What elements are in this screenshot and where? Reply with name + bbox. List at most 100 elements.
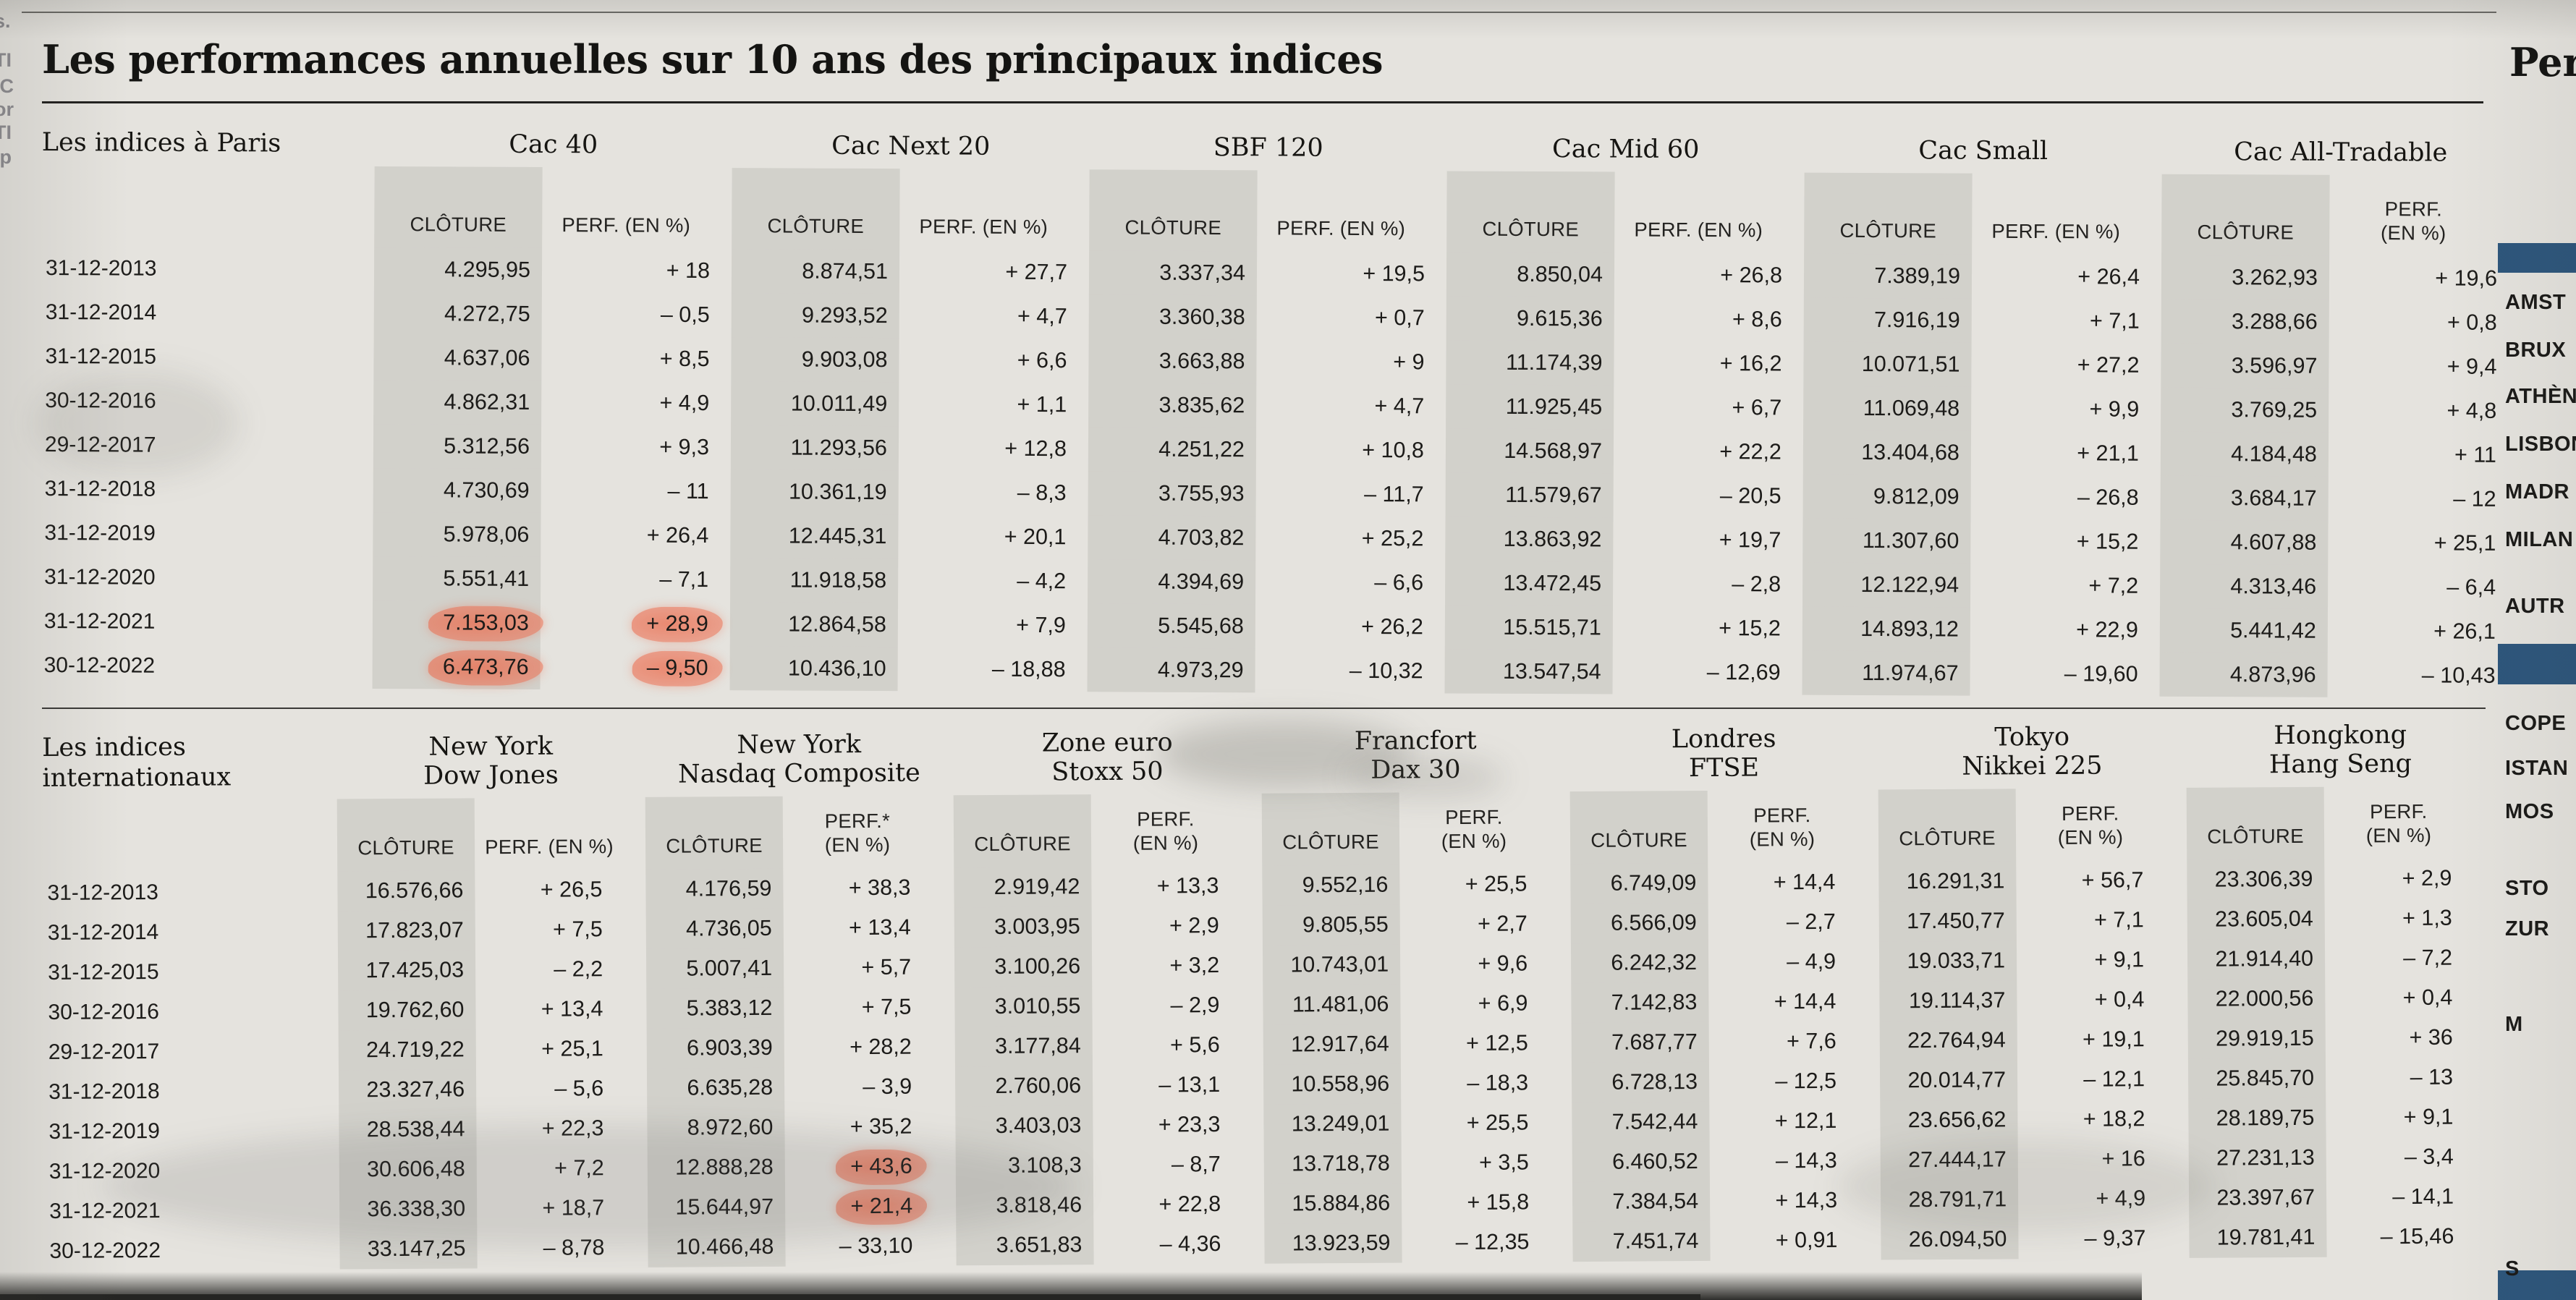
close-value-cell: 3.818,46	[955, 1185, 1094, 1226]
close-value-cell: 23.656,62	[1880, 1100, 2018, 1141]
close-value-cell: 7.384,54	[1572, 1181, 1711, 1223]
perf-value-cell: + 1,3	[2402, 905, 2452, 931]
perf-value-cell: + 14,4	[1774, 988, 1836, 1014]
close-value-cell: 15.884,86	[1263, 1183, 1402, 1224]
perf-column-header: PERF. (EN %)	[562, 213, 691, 237]
perf-value-cell: – 4,36	[1159, 1231, 1221, 1257]
close-value-cell: 4.862,31	[373, 380, 542, 425]
index-group-name: New York Dow Jones	[423, 731, 559, 791]
perf-value-cell: – 13	[2410, 1064, 2454, 1090]
perf-value-cell: + 7,2	[554, 1155, 604, 1181]
perf-value-cell: + 25,2	[1361, 525, 1424, 551]
perf-value-cell: + 27,2	[2077, 352, 2140, 378]
close-value-cell: 13.863,92	[1445, 517, 1614, 562]
perf-value-cell: + 23,3	[1158, 1112, 1221, 1137]
close-value-cell: 4.637,06	[373, 336, 542, 381]
close-value-cell: 6.903,39	[646, 1027, 784, 1069]
perf-value-cell: – 14,3	[1775, 1147, 1837, 1173]
date-cell: 30-12-2016	[48, 999, 160, 1024]
left-edge-fragment: IC	[0, 75, 14, 97]
perf-value-cell: + 26,4	[646, 522, 709, 548]
close-value-cell: 4.607,88	[2160, 519, 2329, 565]
right-rail-item: COPE	[2505, 712, 2567, 735]
perf-value-cell: – 2,9	[1170, 993, 1220, 1018]
close-value-cell: 24.719,22	[338, 1029, 476, 1071]
close-value-cell: 13.718,78	[1263, 1143, 1402, 1184]
date-cell: 31-12-2020	[48, 1158, 161, 1184]
perf-value-cell: + 19,1	[2082, 1027, 2145, 1052]
marker-highlight: 6.473,76	[428, 650, 543, 687]
perf-value-cell: + 26,5	[540, 877, 603, 902]
close-value-cell: 6.566,09	[1570, 902, 1708, 944]
perf-value-cell: + 56,7	[2081, 867, 2144, 893]
perf-value-cell: + 7,6	[1786, 1028, 1836, 1054]
perf-value-cell: + 25,1	[2433, 530, 2496, 556]
perf-value-cell: – 12,5	[1775, 1068, 1837, 1094]
perf-value-cell: – 10,32	[1349, 658, 1423, 684]
close-value-cell: 3.769,25	[2161, 387, 2329, 433]
date-cell: 31-12-2015	[45, 344, 157, 369]
perf-value-cell: + 4,7	[1017, 303, 1067, 329]
close-value-cell: 19.114,37	[1879, 980, 2017, 1021]
close-value-cell: 10.466,48	[648, 1226, 786, 1267]
perf-value-cell: – 4,2	[1017, 568, 1067, 594]
close-value-cell: 9.812,09	[1802, 474, 1971, 519]
right-rail-item: ZUR	[2505, 917, 2550, 940]
close-value-cell: 23.327,46	[338, 1069, 477, 1110]
index-group-name: New York Nasdaq Composite	[677, 730, 920, 789]
close-value-cell: 10.743,01	[1262, 944, 1401, 985]
perf-value-cell: + 9	[1393, 349, 1425, 375]
index-group-name: Cac 40	[509, 129, 598, 160]
perf-value-cell: + 9,4	[2446, 354, 2497, 379]
perf-value-cell: + 7,5	[552, 917, 603, 942]
perf-value-cell: + 20,1	[1004, 524, 1067, 550]
close-value-cell: 13.249,01	[1263, 1103, 1402, 1144]
perf-value-cell: + 22,3	[541, 1116, 604, 1141]
perf-value-cell: – 18,3	[1467, 1070, 1529, 1095]
perf-column-header: PERF. (EN %)	[2380, 197, 2446, 245]
perf-value-cell: + 25,5	[1466, 1110, 1529, 1135]
close-value-cell: 3.177,84	[954, 1026, 1093, 1067]
right-rail-item: AMST	[2505, 291, 2567, 314]
close-value-cell: 4.394,69	[1088, 559, 1256, 605]
close-value-cell: 10.558,96	[1263, 1063, 1402, 1105]
close-value-cell: 27.444,17	[1880, 1139, 2018, 1181]
close-value-cell: 7.142,83	[1571, 982, 1709, 1024]
close-value-cell: 4.703,82	[1088, 515, 1256, 561]
close-value-cell: 11.307,60	[1802, 518, 1971, 564]
right-rail-item: ATHÈN	[2505, 385, 2576, 408]
perf-value-cell: + 2,7	[1477, 911, 1528, 936]
perf-value-cell: – 9,37	[2084, 1225, 2146, 1251]
close-value-cell: 9.552,16	[1262, 864, 1400, 906]
perf-value-cell: – 12,69	[1706, 660, 1781, 685]
right-rail-item: BRUX	[2505, 339, 2567, 362]
date-cell: 31-12-2020	[44, 564, 156, 590]
perf-value-cell: – 33,10	[839, 1233, 913, 1259]
right-rail-item: MOS	[2505, 800, 2554, 823]
perf-value-cell: + 26,2	[1361, 613, 1423, 640]
perf-value-cell: + 0,4	[2094, 987, 2145, 1012]
close-column-header: CLÔTURE	[1446, 171, 1615, 253]
close-value-cell: 11.579,67	[1445, 472, 1614, 518]
close-value-cell: 6.728,13	[1571, 1061, 1710, 1103]
close-value-cell: 4.176,59	[645, 868, 784, 909]
close-value-cell: 3.663,88	[1088, 339, 1257, 384]
perf-value-cell: + 3,2	[1169, 953, 1220, 978]
close-value-cell: 27.231,13	[2188, 1137, 2326, 1178]
date-cell: 29-12-2017	[44, 432, 156, 457]
close-value-cell: 7.153,03	[372, 600, 543, 646]
close-value-cell: 19.762,60	[338, 990, 476, 1031]
index-group-name: Cac Mid 60	[1551, 135, 1700, 165]
perf-value-cell: + 4,8	[2446, 398, 2497, 423]
close-value-cell: 30.606,48	[339, 1149, 477, 1190]
close-value-cell: 6.242,32	[1570, 942, 1709, 984]
perf-value-cell: – 0,5	[660, 302, 710, 328]
perf-value-cell: + 5,6	[1169, 1032, 1220, 1058]
perf-value-cell: + 6,7	[1732, 395, 1782, 420]
perf-value-cell: – 8,7	[1171, 1152, 1221, 1177]
close-value-cell: 16.291,31	[1878, 861, 2017, 902]
index-group-name: Hongkong Hang Seng	[2268, 721, 2412, 780]
close-value-cell: 13.547,54	[1444, 649, 1613, 694]
perf-value-cell: + 38,3	[848, 875, 911, 901]
